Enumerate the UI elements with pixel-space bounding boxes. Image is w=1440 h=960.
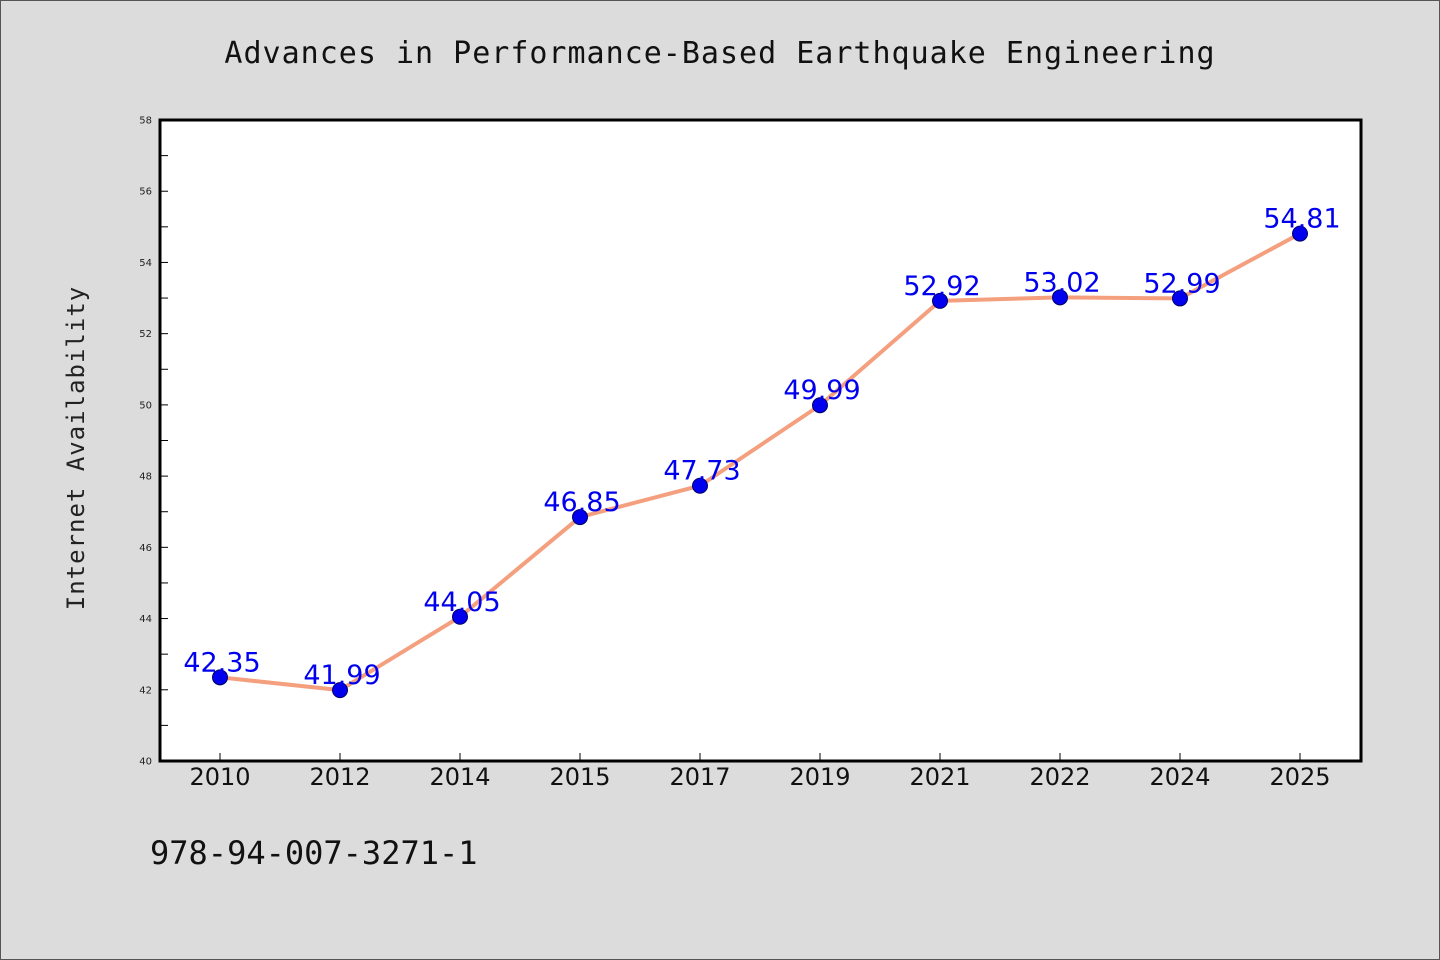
data-label: 53.02 bbox=[1023, 267, 1100, 298]
data-label: 49.99 bbox=[783, 375, 860, 406]
y-tick-label: 56 bbox=[139, 187, 152, 198]
x-tick-label: 2024 bbox=[1149, 763, 1210, 791]
y-tick-label: 58 bbox=[139, 116, 152, 127]
y-axis-label: Internet Availability bbox=[62, 286, 90, 610]
data-point bbox=[212, 669, 228, 686]
data-point bbox=[332, 682, 348, 699]
data-label: 54.81 bbox=[1263, 204, 1340, 235]
data-label: 47.73 bbox=[663, 456, 740, 487]
y-tick-label: 52 bbox=[139, 329, 152, 340]
x-axis-ticks: 2010 2012 2014 2015 2017 2019 2021 2022 2024 2025 bbox=[189, 753, 1331, 791]
data-point bbox=[812, 397, 828, 414]
data-label: 52.99 bbox=[1143, 268, 1220, 299]
y-tick-label: 54 bbox=[139, 258, 152, 269]
marker-layer bbox=[212, 225, 1308, 699]
y-axis-ticks: 40 42 44 46 48 50 52 54 56 58 bbox=[139, 116, 168, 768]
x-tick-label: 2014 bbox=[429, 763, 490, 791]
data-label: 41.99 bbox=[303, 660, 380, 691]
y-tick-label: 50 bbox=[139, 400, 152, 411]
isbn-footer: 978-94-007-3271-1 bbox=[150, 834, 478, 872]
x-tick-label: 2021 bbox=[909, 763, 970, 791]
x-tick-label: 2025 bbox=[1269, 763, 1330, 791]
data-label: 42.35 bbox=[183, 647, 260, 678]
x-tick-label: 2017 bbox=[669, 763, 730, 791]
data-label-layer: 42.35 41.99 44.05 46.85 47.73 49.99 52.92 53.02… bbox=[183, 204, 1340, 692]
y-tick-label: 46 bbox=[139, 543, 152, 554]
data-label: 44.05 bbox=[423, 587, 500, 618]
data-point bbox=[1172, 290, 1188, 307]
data-point bbox=[572, 509, 588, 526]
x-tick-label: 2022 bbox=[1029, 763, 1090, 791]
series-line bbox=[218, 231, 1302, 693]
x-tick-label: 2019 bbox=[789, 763, 850, 791]
series-layer bbox=[218, 231, 1302, 693]
data-point bbox=[1052, 289, 1068, 306]
data-label: 52.92 bbox=[903, 271, 980, 302]
chart-title: Advances in Performance-Based Earthquake… bbox=[224, 36, 1215, 71]
y-tick-label: 42 bbox=[139, 685, 152, 696]
data-point bbox=[1292, 225, 1308, 242]
data-point bbox=[452, 608, 468, 625]
x-tick-label: 2010 bbox=[189, 763, 250, 791]
x-tick-label: 2012 bbox=[309, 763, 370, 791]
data-label: 46.85 bbox=[543, 487, 620, 518]
data-point bbox=[932, 292, 948, 309]
x-tick-label: 2015 bbox=[549, 763, 610, 791]
plot-area bbox=[158, 118, 1363, 763]
y-tick-label: 48 bbox=[139, 472, 152, 483]
data-point bbox=[692, 477, 708, 494]
y-tick-label: 44 bbox=[139, 614, 152, 625]
y-tick-label: 40 bbox=[139, 757, 152, 768]
